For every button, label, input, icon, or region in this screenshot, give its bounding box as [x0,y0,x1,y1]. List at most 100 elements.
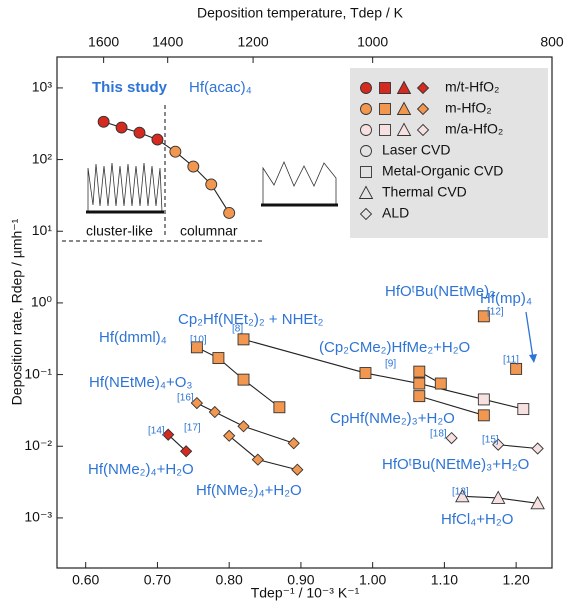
data-point [179,445,193,458]
reference-label: [18] [430,429,447,440]
x-axis-title: Tdep⁻¹ / 10⁻³ K⁻¹ [251,585,360,601]
reference-label: [11] [503,355,519,366]
legend-marker [358,185,374,199]
legend-marker [396,101,412,115]
data-point [205,178,218,191]
y-tick-label: 10⁻² [24,437,52,453]
data-point [492,438,505,451]
data-point [510,362,523,375]
legend-marker [396,80,412,94]
data-point [97,115,110,128]
series-label: HfOᵗBu(NEtMe)₃+H₂O [382,456,529,473]
data-point [445,431,458,445]
series-label: Cp₂Hf(NEt₂)₂ + NHEt₂ [178,311,324,328]
reference-label: [12] [487,307,504,318]
top-tick-label: 1000 [357,34,388,50]
reference-label: [15] [482,435,499,446]
y-tick-label: 10⁻¹ [24,365,52,381]
series-label: Hf(dmml)₄ [99,329,167,346]
legend-label: Laser CVD [382,142,450,158]
data-point [434,377,447,390]
legend-label: m/a-HfO₂ [445,121,503,137]
legend-marker [360,82,372,94]
y-axis-title: Deposition rate, Rdep / µmh⁻¹ [9,218,25,405]
legend-marker [360,145,372,157]
legend-marker [360,124,372,136]
data-point [208,405,221,419]
legend-label: m-HfO₂ [445,100,492,116]
top-tick-label: 800 [540,34,564,50]
annotation: cluster-like [86,223,153,239]
data-point [162,428,175,441]
series-label: Hf(NEtMe)₄+O₃ [89,374,193,391]
x-tick-label: 1.10 [431,572,458,588]
data-point [237,333,250,346]
data-point [115,121,128,134]
data-point [413,377,426,390]
data-point [359,367,372,380]
arrow-head [529,354,537,363]
data-point [133,126,146,139]
legend-box [350,68,548,238]
legend-marker [379,103,391,115]
x-tick-label: 0.60 [72,572,99,588]
legend-marker [416,123,430,137]
arrow [525,311,534,359]
y-tick-label: 10³ [32,79,53,95]
series-line [196,402,294,444]
legend-marker [379,82,391,94]
x-tick-label: 0.70 [144,572,171,588]
data-point [477,310,490,323]
x-tick-label: 0.90 [287,572,314,588]
series-label: CpHf(NMe₂)₃+H₂O [330,410,455,427]
series-label: (Cp₂CMe₂)HfMe₂+H₂O [319,339,470,356]
series-line [498,444,538,450]
y-tick-label: 10⁻³ [24,509,52,525]
data-point [223,429,236,442]
reference-label: [17] [184,423,201,434]
legend-marker [396,122,412,136]
reference-label: [10] [190,335,207,346]
data-point [190,341,203,354]
y-tick-label: 10⁰ [31,294,53,310]
data-point [531,442,544,455]
legend-marker [360,103,372,115]
legend-label: Metal-Organic CVD [382,163,503,179]
reference-label: [14] [148,426,165,437]
data-point [477,409,490,422]
x-tick-label: 1.00 [359,572,386,588]
reference-label: [8] [232,324,243,335]
y-tick-label: 10¹ [32,222,53,238]
legend-marker [379,124,391,136]
legend-label: Thermal CVD [382,184,467,200]
data-point [490,490,506,504]
data-point [251,453,265,466]
data-point [237,420,250,433]
data-point [413,365,426,378]
legend-label: ALD [382,205,409,221]
annotation: This study [92,79,168,96]
columnar-sketch [261,160,338,207]
legend-marker [360,166,372,178]
legend-marker [416,102,430,116]
legend-label: m/t-HfO₂ [445,79,499,95]
data-point [287,437,300,450]
data-point [455,488,470,503]
data-point [187,160,200,173]
data-point [413,390,426,403]
top-axis-title: Deposition temperature, Tdep / K [197,5,404,21]
series-label: Hf(mp)₄ [480,290,532,307]
series-line [419,395,485,416]
top-tick-label: 1400 [152,34,183,50]
x-tick-label: 0.80 [216,572,243,588]
top-tick-label: 1600 [88,34,119,50]
reference-label: [13] [452,487,469,498]
data-point [291,463,304,476]
series-label: HfCl₄+H₂O [441,511,513,528]
data-point [212,352,225,365]
y-tick-label: 10² [32,150,53,166]
series-label: Hf(NMe₂)₄+H₂O [88,461,194,478]
data-point [273,401,286,414]
legend-marker [416,81,430,95]
